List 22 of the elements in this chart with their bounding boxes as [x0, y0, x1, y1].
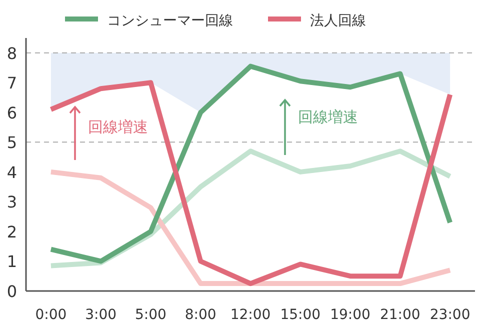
x-tick-label: 5:00 [134, 307, 166, 323]
y-tick-label: 6 [6, 103, 18, 122]
legend-label: 法人回線 [310, 13, 366, 29]
y-tick-label: 4 [6, 162, 18, 182]
legend-label: コンシューマー回線 [107, 13, 233, 29]
x-tick-label: 12:00 [230, 307, 271, 323]
x-tick-label: 15:00 [280, 307, 321, 323]
y-tick-label: 2 [6, 222, 18, 242]
x-tick-label: 23:00 [430, 307, 470, 323]
x-tick-label: 19:00 [330, 307, 370, 323]
y-tick-label: 1 [6, 252, 18, 272]
annotation: 回線増速 [88, 118, 148, 136]
y-tick-label: 7 [6, 74, 18, 93]
x-tick-label: 3:00 [85, 307, 117, 323]
y-tick-label: 8 [6, 44, 18, 63]
y-tick-label: 0 [6, 282, 18, 301]
x-tick-label: 0:00 [35, 307, 67, 323]
x-tick-label: 21:00 [380, 307, 420, 323]
x-tick-label: 8:00 [184, 307, 216, 323]
y-tick-label: 5 [6, 133, 18, 152]
annotation: 回線増速 [298, 108, 358, 126]
y-tick-label: 3 [6, 192, 18, 212]
